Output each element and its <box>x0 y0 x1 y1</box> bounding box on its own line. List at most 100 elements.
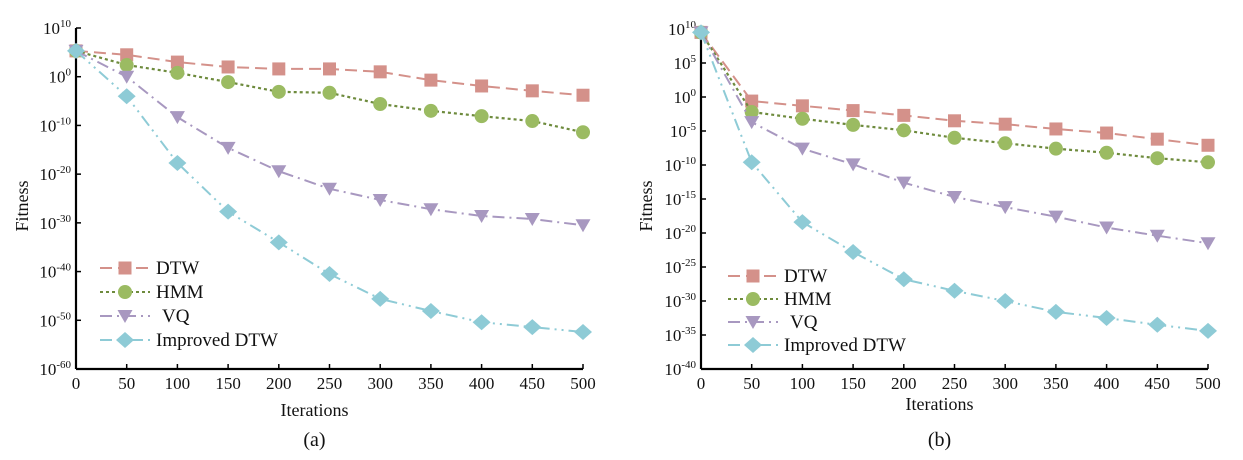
y-tick-exponent: -10 <box>681 155 696 167</box>
data-point <box>373 65 387 79</box>
y-tick-base: 10 <box>39 116 56 135</box>
data-point <box>168 154 187 171</box>
data-point <box>472 314 491 331</box>
data-point <box>575 219 591 233</box>
y-tick-base: 10 <box>39 263 56 282</box>
x-tick-label: 450 <box>1145 374 1171 393</box>
y-tick-label: 10-30 <box>664 291 696 311</box>
legend-item: VQ <box>728 312 818 333</box>
legend-item: DTW <box>100 258 199 279</box>
series-line <box>75 49 584 134</box>
data-point <box>745 94 759 108</box>
data-point <box>423 103 438 118</box>
legend-swatch-marker <box>746 292 760 306</box>
y-tick-exponent: 10 <box>685 19 697 31</box>
y-tick-label: 10-30 <box>39 213 71 233</box>
data-point <box>474 109 489 124</box>
y-tick-exponent: -10 <box>56 115 71 127</box>
x-tick-label: 250 <box>942 374 968 393</box>
data-point <box>219 203 238 220</box>
data-point <box>474 210 490 224</box>
legend-item: DTW <box>728 266 827 287</box>
data-point <box>1046 303 1065 320</box>
y-tick-base: 10 <box>670 122 687 141</box>
data-point <box>744 104 759 119</box>
x-tick-label: 0 <box>697 374 706 393</box>
data-point <box>998 136 1013 151</box>
data-point <box>1099 145 1114 160</box>
legend-swatch-marker <box>116 332 134 348</box>
series-improved-dtw <box>67 42 592 340</box>
data-point <box>1150 151 1165 166</box>
data-point <box>744 116 760 130</box>
y-tick-exponent: -25 <box>681 257 696 269</box>
data-point <box>742 154 761 171</box>
data-point <box>170 65 185 80</box>
data-point <box>998 117 1012 131</box>
series-line <box>75 50 584 227</box>
data-point <box>119 58 134 73</box>
y-tick-exponent: -5 <box>687 121 697 133</box>
data-point <box>221 75 236 90</box>
y-tick-exponent: -40 <box>681 359 696 371</box>
y-tick-label: 1010 <box>668 19 697 39</box>
data-point <box>220 141 236 155</box>
data-point <box>271 84 286 99</box>
legend-label: DTW <box>156 258 199 279</box>
y-tick-label: 1010 <box>43 18 72 38</box>
y-tick-base: 10 <box>39 214 56 233</box>
data-point <box>844 244 863 261</box>
y-tick-label: 10-25 <box>664 257 696 277</box>
data-point <box>896 176 912 190</box>
legend-label: DTW <box>784 266 827 287</box>
y-axis-title: Fitness <box>636 180 656 231</box>
data-point <box>423 203 439 217</box>
legend-swatch-marker <box>118 285 132 299</box>
x-tick-label: 350 <box>418 374 444 393</box>
series-hmm <box>694 25 1215 170</box>
y-tick-base: 10 <box>43 19 60 38</box>
data-point <box>576 88 590 102</box>
data-point <box>894 271 913 288</box>
x-tick-label: 300 <box>992 374 1018 393</box>
data-point <box>320 266 339 283</box>
series-improved-dtw <box>692 24 1217 339</box>
series-line <box>700 31 1209 164</box>
data-point <box>117 88 136 105</box>
y-tick-exponent: -20 <box>56 164 71 176</box>
data-point <box>793 214 812 231</box>
data-point <box>896 123 911 138</box>
data-point <box>525 84 539 98</box>
data-point <box>373 96 388 111</box>
data-point <box>576 125 590 140</box>
legend-item: HMM <box>728 289 832 310</box>
y-tick-label: 10-60 <box>39 359 71 379</box>
panel-label: (a) <box>303 429 325 451</box>
data-point <box>1201 138 1215 152</box>
x-tick-label: 400 <box>1094 374 1120 393</box>
y-tick-label: 10-40 <box>664 359 696 379</box>
y-tick-exponent: -50 <box>56 310 71 322</box>
data-point <box>119 70 135 84</box>
chart-panel-b: 101010510010-510-1010-1510-2010-2510-301… <box>636 19 1221 451</box>
x-tick-label: 100 <box>790 374 816 393</box>
y-tick-exponent: -60 <box>56 359 71 371</box>
x-tick-label: 250 <box>317 374 343 393</box>
x-tick-label: 500 <box>1195 374 1221 393</box>
legend-label: VQ <box>790 312 818 333</box>
data-point <box>525 114 540 129</box>
y-tick-exponent: 5 <box>691 53 697 65</box>
data-point <box>897 108 911 122</box>
y-tick-label: 105 <box>674 53 697 73</box>
data-point <box>170 55 184 69</box>
y-tick-exponent: 0 <box>691 87 697 99</box>
y-tick-exponent: -30 <box>681 291 696 303</box>
legend-item: VQ <box>100 306 190 327</box>
y-tick-base: 10 <box>674 88 691 107</box>
data-point <box>269 234 288 251</box>
y-tick-base: 10 <box>664 292 681 311</box>
y-tick-label: 10-35 <box>664 325 696 345</box>
x-tick-label: 150 <box>215 374 241 393</box>
